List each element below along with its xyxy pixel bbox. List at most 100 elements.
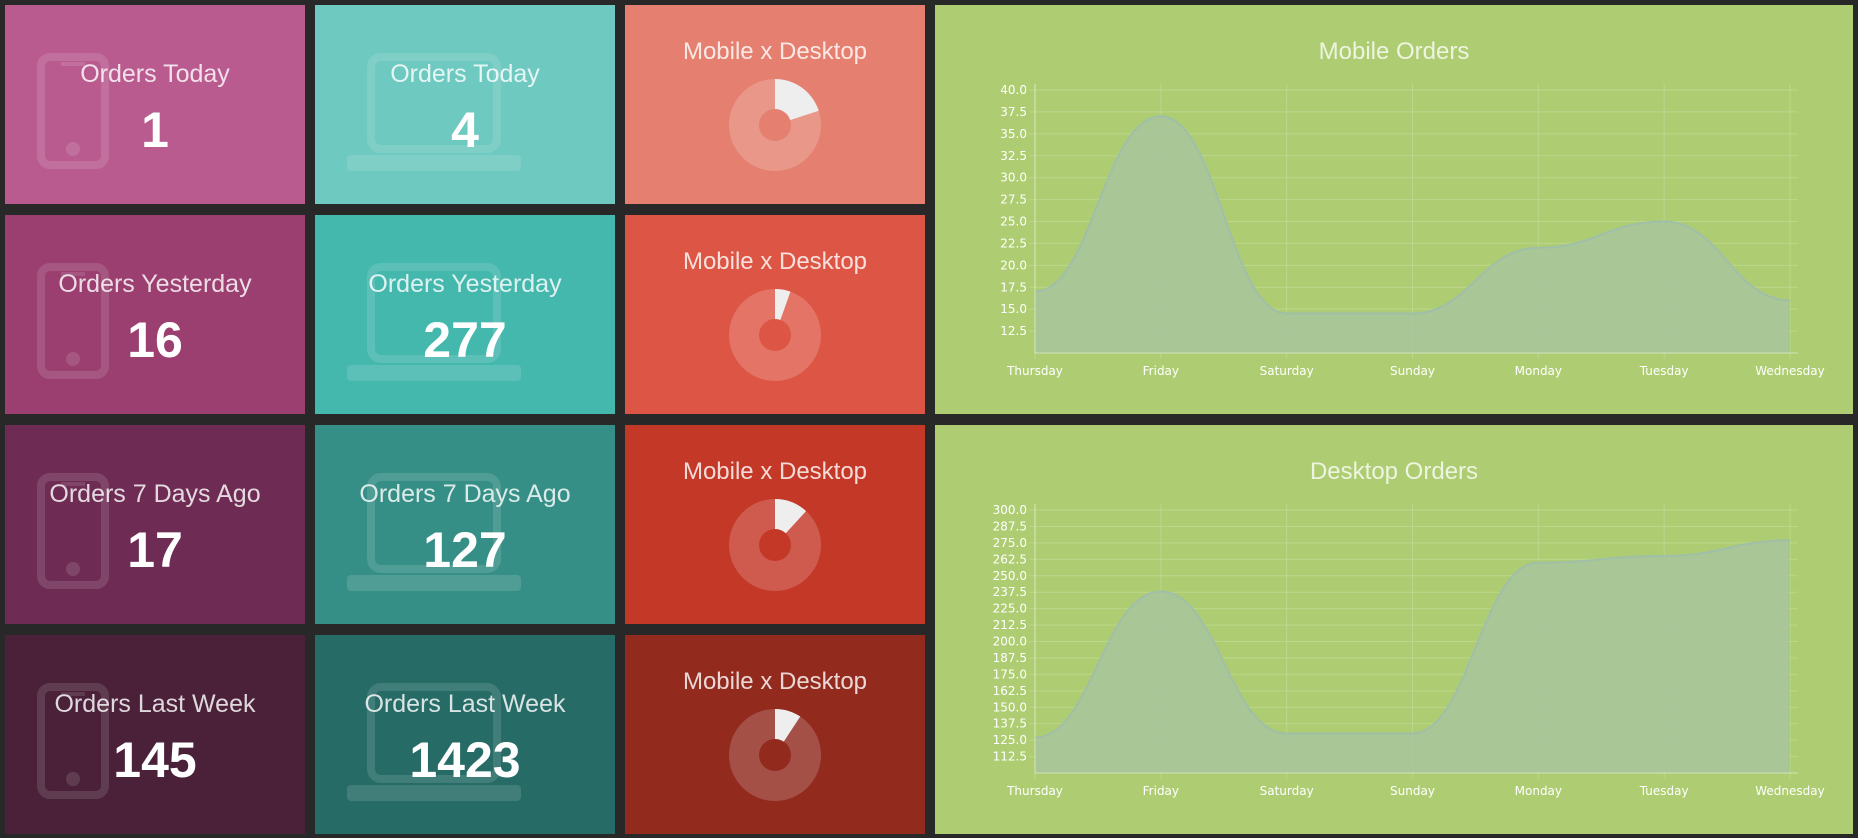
mobile-orders-last-week-tile[interactable]: Orders Last Week 145	[5, 635, 305, 834]
y-tick-label: 225.0	[993, 602, 1027, 616]
mobile-orders-today-value: 1	[141, 102, 169, 158]
mobile-orders-yesterday-value: 16	[127, 312, 183, 368]
mobile-vs-desktop-last-week-donut	[729, 709, 821, 801]
laptop-icon	[347, 683, 521, 801]
x-tick-label: Sunday	[1390, 364, 1435, 378]
laptop-icon	[347, 53, 521, 171]
smartphone-icon	[37, 473, 109, 589]
y-tick-label: 162.5	[993, 684, 1027, 698]
y-tick-label: 237.5	[993, 585, 1027, 599]
x-tick-label: Sunday	[1390, 784, 1435, 798]
mobile-vs-desktop-today-label: Mobile x Desktop	[682, 38, 868, 65]
desktop-orders-last-week-value: 1423	[409, 732, 521, 788]
desktop-orders-chart-plot: 300.0 287.5 275.0 262.5 250.0 237.5 225.0 212.5…	[993, 503, 1825, 798]
mobile-orders-chart-plot: 40.0 37.5 35.0 32.5 30.0 27.5 25.0 22.5 20.0 17.5…	[1000, 83, 1824, 378]
mobile-vs-desktop-last-week-label: Mobile x Desktop	[682, 668, 868, 695]
series-area	[1035, 540, 1790, 773]
x-tick-label: Monday	[1515, 784, 1562, 798]
mobile-orders-7-days-ago-tile[interactable]: Orders 7 Days Ago 17	[5, 425, 305, 624]
y-tick-label: 25.0	[1000, 215, 1027, 229]
smartphone-icon	[37, 683, 109, 799]
mobile-orders-today-tile[interactable]: Orders Today 1	[5, 5, 305, 204]
desktop-orders-chart-title: Desktop Orders	[1309, 458, 1479, 485]
mobile-vs-desktop-today-tile[interactable]: Mobile x Desktop	[625, 5, 925, 204]
mobile-orders-today-label: Orders Today	[80, 60, 230, 88]
x-tick-label: Friday	[1143, 364, 1179, 378]
mobile-orders-7-days-ago-value: 17	[127, 522, 183, 578]
x-tick-label: Wednesday	[1755, 784, 1824, 798]
y-tick-label: 287.5	[993, 519, 1027, 533]
series-area	[1035, 116, 1790, 353]
x-tick-label: Tuesday	[1639, 784, 1689, 798]
series-line	[1034, 115, 1791, 315]
desktop-orders-7-days-ago-value: 127	[423, 522, 507, 578]
mobile-vs-desktop-yesterday-donut	[729, 289, 821, 381]
y-tick-label: 200.0	[993, 635, 1027, 649]
desktop-orders-last-week-label: Orders Last Week	[364, 690, 566, 718]
y-tick-label: 112.5	[993, 750, 1027, 764]
x-tick-label: Wednesday	[1755, 364, 1824, 378]
laptop-icon	[347, 263, 521, 381]
x-tick-label: Saturday	[1260, 364, 1314, 378]
x-tick-label: Saturday	[1260, 784, 1314, 798]
y-tick-label: 37.5	[1000, 105, 1027, 119]
desktop-orders-7-days-ago-tile[interactable]: Orders 7 Days Ago 127	[315, 425, 615, 624]
y-tick-label: 12.5	[1000, 324, 1027, 338]
mobile-vs-desktop-7-days-ago-donut	[729, 499, 821, 591]
desktop-orders-chart: Desktop Orders 300.0 287.5 275.0 262.5 250.0…	[935, 425, 1853, 834]
mobile-orders-last-week-label: Orders Last Week	[54, 690, 256, 718]
smartphone-icon	[37, 263, 109, 379]
x-tick-label: Monday	[1515, 364, 1562, 378]
y-tick-label: 22.5	[1000, 236, 1027, 250]
mobile-vs-desktop-today-donut	[729, 79, 821, 171]
y-tick-label: 175.0	[993, 667, 1027, 681]
mobile-orders-7-days-ago-label: Orders 7 Days Ago	[49, 480, 261, 508]
y-tick-label: 262.5	[993, 552, 1027, 566]
mobile-vs-desktop-7-days-ago-label: Mobile x Desktop	[682, 458, 868, 485]
desktop-orders-today-tile[interactable]: Orders Today 4	[315, 5, 615, 204]
desktop-orders-yesterday-value: 277	[423, 312, 507, 368]
series-line	[1034, 539, 1791, 739]
x-tick-label: Thursday	[1006, 364, 1063, 378]
mobile-vs-desktop-last-week-tile[interactable]: Mobile x Desktop	[625, 635, 925, 834]
y-tick-label: 300.0	[993, 503, 1027, 517]
y-tick-label: 137.5	[993, 717, 1027, 731]
mobile-vs-desktop-7-days-ago-tile[interactable]: Mobile x Desktop	[625, 425, 925, 624]
mobile-orders-yesterday-tile[interactable]: Orders Yesterday 16	[5, 215, 305, 414]
mobile-vs-desktop-yesterday-label: Mobile x Desktop	[682, 248, 868, 275]
donut-hole	[759, 739, 791, 771]
donut-hole	[759, 109, 791, 141]
mobile-orders-chart: Mobile Orders 40.0 37.5 35.0 32.5 30.0 27.5 25…	[935, 5, 1853, 414]
y-tick-label: 150.0	[993, 700, 1027, 714]
y-tick-label: 275.0	[993, 536, 1027, 550]
y-tick-label: 17.5	[1000, 280, 1027, 294]
mobile-orders-last-week-value: 145	[113, 732, 197, 788]
y-tick-label: 35.0	[1000, 127, 1027, 141]
laptop-icon	[347, 473, 521, 591]
y-tick-label: 187.5	[993, 651, 1027, 665]
y-tick-label: 30.0	[1000, 171, 1027, 185]
x-tick-label: Friday	[1143, 784, 1179, 798]
donut-hole	[759, 529, 791, 561]
desktop-orders-last-week-tile[interactable]: Orders Last Week 1423	[315, 635, 615, 834]
y-tick-label: 27.5	[1000, 193, 1027, 207]
desktop-orders-yesterday-label: Orders Yesterday	[368, 270, 562, 298]
y-tick-label: 15.0	[1000, 302, 1027, 316]
desktop-orders-today-value: 4	[451, 102, 479, 158]
desktop-orders-today-label: Orders Today	[390, 60, 540, 88]
smartphone-icon	[37, 53, 109, 169]
y-tick-label: 125.0	[993, 733, 1027, 747]
y-tick-label: 250.0	[993, 569, 1027, 583]
mobile-orders-yesterday-label: Orders Yesterday	[58, 270, 252, 298]
x-tick-label: Thursday	[1006, 784, 1063, 798]
mobile-orders-chart-title: Mobile Orders	[1318, 38, 1470, 65]
y-tick-label: 212.5	[993, 618, 1027, 632]
y-tick-label: 20.0	[1000, 258, 1027, 272]
y-tick-label: 40.0	[1000, 83, 1027, 97]
desktop-orders-7-days-ago-label: Orders 7 Days Ago	[359, 480, 571, 508]
x-tick-label: Tuesday	[1639, 364, 1689, 378]
desktop-orders-yesterday-tile[interactable]: Orders Yesterday 277	[315, 215, 615, 414]
y-tick-label: 32.5	[1000, 149, 1027, 163]
mobile-vs-desktop-yesterday-tile[interactable]: Mobile x Desktop	[625, 215, 925, 414]
donut-hole	[759, 319, 791, 351]
